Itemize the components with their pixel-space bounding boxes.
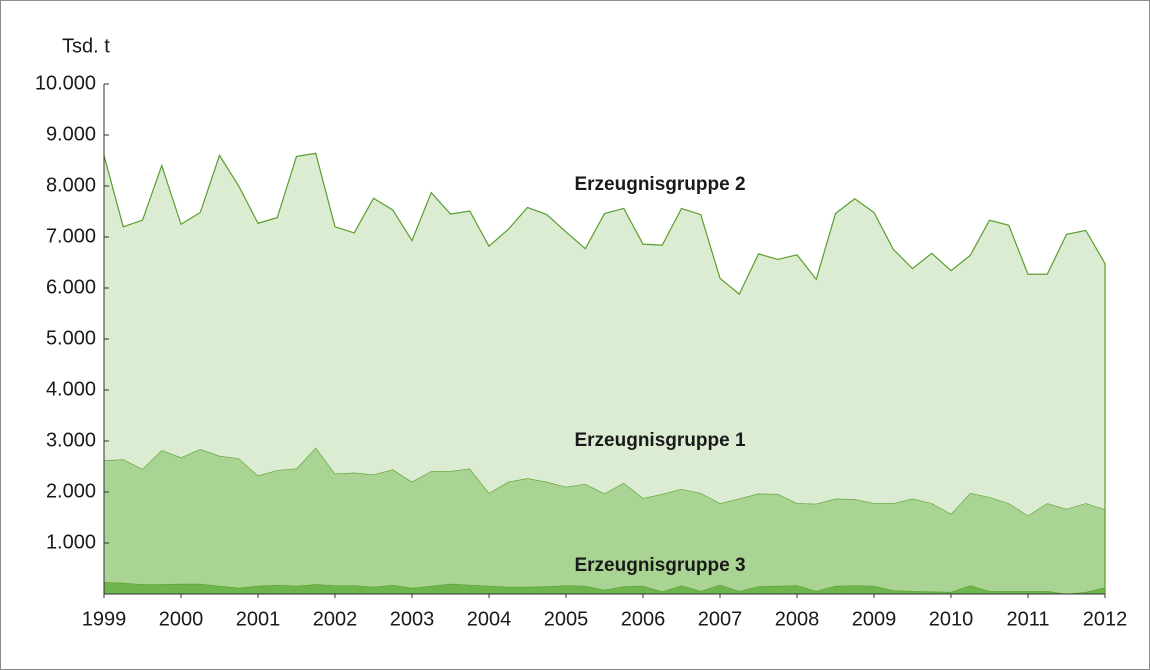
y-tick-label: 4.000 xyxy=(46,378,96,400)
x-tick-label: 2000 xyxy=(159,608,204,630)
y-tick-label: 6.000 xyxy=(46,276,96,298)
series-label: Erzeugnisgruppe 1 xyxy=(574,430,745,451)
x-tick-label: 1999 xyxy=(82,608,127,630)
y-tick-label: 8.000 xyxy=(46,174,96,196)
y-axis-label: Tsd. t xyxy=(62,35,110,57)
x-tick-label: 2011 xyxy=(1006,608,1049,630)
x-tick-label: 2002 xyxy=(313,608,358,630)
y-tick-label: 5.000 xyxy=(46,327,96,349)
area xyxy=(104,447,1105,594)
x-tick-label: 2005 xyxy=(544,608,589,630)
y-tick-label: 10.000 xyxy=(35,72,96,94)
x-tick-label: 2009 xyxy=(852,608,897,630)
y-tick-label: 3.000 xyxy=(46,429,96,451)
y-tick-label: 1.000 xyxy=(46,531,96,553)
x-tick-label: 2006 xyxy=(621,608,666,630)
area-edge xyxy=(103,152,1106,296)
y-tick-label: 9.000 xyxy=(46,123,96,145)
x-tick-label: 2007 xyxy=(698,608,743,630)
series-label: Erzeugnisgruppe 3 xyxy=(574,555,745,576)
x-tick-label: 2004 xyxy=(467,608,512,630)
series-label: Erzeugnisgruppe 2 xyxy=(574,174,745,195)
area xyxy=(104,153,1105,516)
x-tick-label: 2001 xyxy=(236,608,281,630)
area xyxy=(104,582,1105,594)
x-tick-label: 2010 xyxy=(929,608,974,630)
y-tick-label: 2.000 xyxy=(46,480,96,502)
x-tick-label: 2003 xyxy=(390,608,435,630)
x-tick-label: 2008 xyxy=(775,608,820,630)
x-tick-label: 2012 xyxy=(1083,608,1128,630)
y-tick-label: 7.000 xyxy=(46,225,96,247)
